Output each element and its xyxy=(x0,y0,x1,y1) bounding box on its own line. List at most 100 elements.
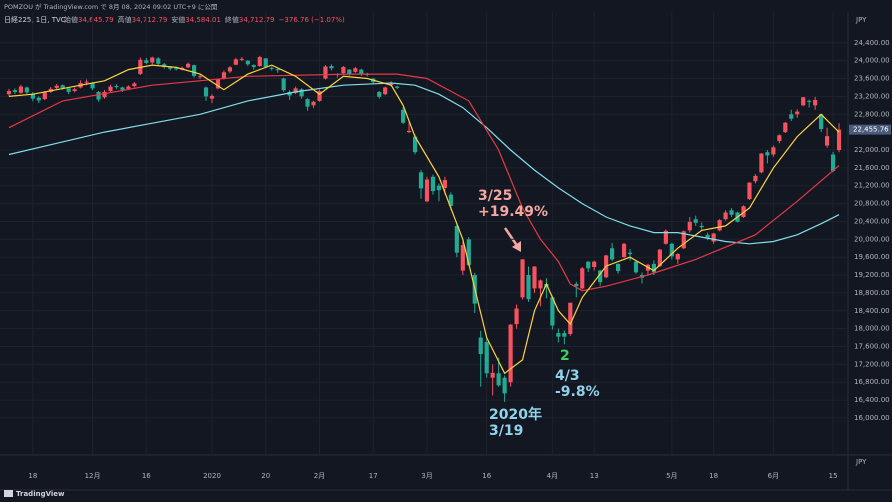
candle-body xyxy=(532,266,537,289)
candle-body xyxy=(233,59,238,65)
candle-body xyxy=(275,69,280,71)
moving-average xyxy=(8,73,840,292)
y-tick-label: 23,200.00 xyxy=(854,92,890,100)
candle-body xyxy=(42,92,47,100)
candle-body xyxy=(448,194,453,206)
candle-body xyxy=(395,86,400,88)
candle-body xyxy=(227,67,233,72)
candle-body xyxy=(615,263,621,272)
candle-body xyxy=(502,377,507,394)
candle-body xyxy=(723,212,728,220)
candle-body xyxy=(568,302,573,334)
published-note: POMZOU が TradingView.com で 8月 08, 2024 0… xyxy=(4,2,217,11)
y-tick-label: 21,200.00 xyxy=(854,182,890,190)
candle-body xyxy=(90,83,95,89)
candle-body xyxy=(610,248,615,260)
currency-bottom: JPY xyxy=(855,458,867,466)
currency: JPY xyxy=(855,16,867,24)
annotation: +19.49% xyxy=(478,204,548,220)
x-tick-label: 20 xyxy=(261,472,270,480)
candle-body xyxy=(18,86,23,93)
candle-body xyxy=(245,60,250,65)
candle-body xyxy=(675,254,680,260)
x-tick-label: 18 xyxy=(709,472,718,480)
candle-body xyxy=(293,88,298,93)
candle-body xyxy=(544,283,549,288)
candle-body xyxy=(592,261,597,267)
candle-body xyxy=(114,86,119,88)
annotation: -9.8% xyxy=(555,384,600,400)
candle-body xyxy=(693,219,698,223)
x-tick-label: 6月 xyxy=(768,472,779,480)
candle-body xyxy=(287,91,292,96)
candle-body xyxy=(490,372,495,378)
moving-average xyxy=(8,64,840,375)
candle-body xyxy=(323,66,328,79)
candle-body xyxy=(221,72,227,79)
candle-body xyxy=(765,152,770,156)
candle-body xyxy=(401,109,406,123)
candle-body xyxy=(24,87,29,93)
candle-body xyxy=(825,136,830,146)
y-tick-label: 19,200.00 xyxy=(854,271,890,279)
candle-body xyxy=(621,243,627,258)
x-tick-label: 15 xyxy=(829,472,838,480)
y-tick-label: 16,400.00 xyxy=(854,396,890,404)
y-tick-label: 19,600.00 xyxy=(854,253,890,261)
candle-body xyxy=(627,252,633,255)
candle-body xyxy=(836,129,842,150)
annotation: 3/25 xyxy=(478,188,512,204)
last-price-box xyxy=(849,124,891,135)
candle-body xyxy=(54,85,59,88)
candle-body xyxy=(412,136,418,153)
candle-body xyxy=(102,91,107,98)
candle-body xyxy=(514,308,519,325)
candle-body xyxy=(120,87,125,90)
ohlc-label: 高値 xyxy=(118,15,132,24)
candle-body xyxy=(819,114,824,130)
annotation: 3/19 xyxy=(489,423,523,439)
candle-body xyxy=(150,57,155,63)
y-tick-label: 24,000.00 xyxy=(854,57,890,65)
last-price-label: 22,455.76 xyxy=(853,126,889,134)
candle-body xyxy=(801,97,806,106)
candle-body xyxy=(144,60,149,63)
candle-body xyxy=(383,87,388,95)
y-tick-label: 18,800.00 xyxy=(854,289,890,297)
candle-body xyxy=(30,93,35,99)
candle-body xyxy=(562,333,567,337)
y-tick-label: 22,800.00 xyxy=(854,110,890,118)
candle-body xyxy=(830,154,836,171)
ohlc-value: 34,712.79 xyxy=(132,16,168,24)
candle-body xyxy=(418,172,424,189)
candle-body xyxy=(771,147,776,155)
candle-body xyxy=(729,210,734,215)
candle-body xyxy=(299,89,304,97)
y-tick-label: 20,400.00 xyxy=(854,217,890,225)
candle-body xyxy=(711,233,716,242)
candle-body xyxy=(239,58,244,60)
y-tick-label: 21,600.00 xyxy=(854,164,890,172)
candle-body xyxy=(341,66,346,74)
candle-body xyxy=(269,67,274,69)
candle-body xyxy=(705,234,710,238)
candle-body xyxy=(197,76,203,78)
candle-body xyxy=(550,297,555,326)
candle-body xyxy=(759,153,764,173)
ohlc-label: 終値 xyxy=(225,15,239,24)
candle-body xyxy=(574,283,579,287)
y-tick-label: 18,400.00 xyxy=(854,307,890,315)
candle-body xyxy=(168,67,173,69)
y-tick-label: 17,600.00 xyxy=(854,342,890,350)
candle-body xyxy=(741,206,746,217)
candle-body xyxy=(556,333,561,337)
candle-body xyxy=(580,268,585,289)
x-tick-label: 17 xyxy=(369,472,378,480)
y-tick-label: 18,000.00 xyxy=(854,325,890,333)
y-tick-label: 24,400.00 xyxy=(854,39,890,47)
y-tick-label: 20,800.00 xyxy=(854,200,890,208)
candle-body xyxy=(12,90,18,92)
candle-body xyxy=(813,99,818,106)
candle-body xyxy=(508,324,513,383)
